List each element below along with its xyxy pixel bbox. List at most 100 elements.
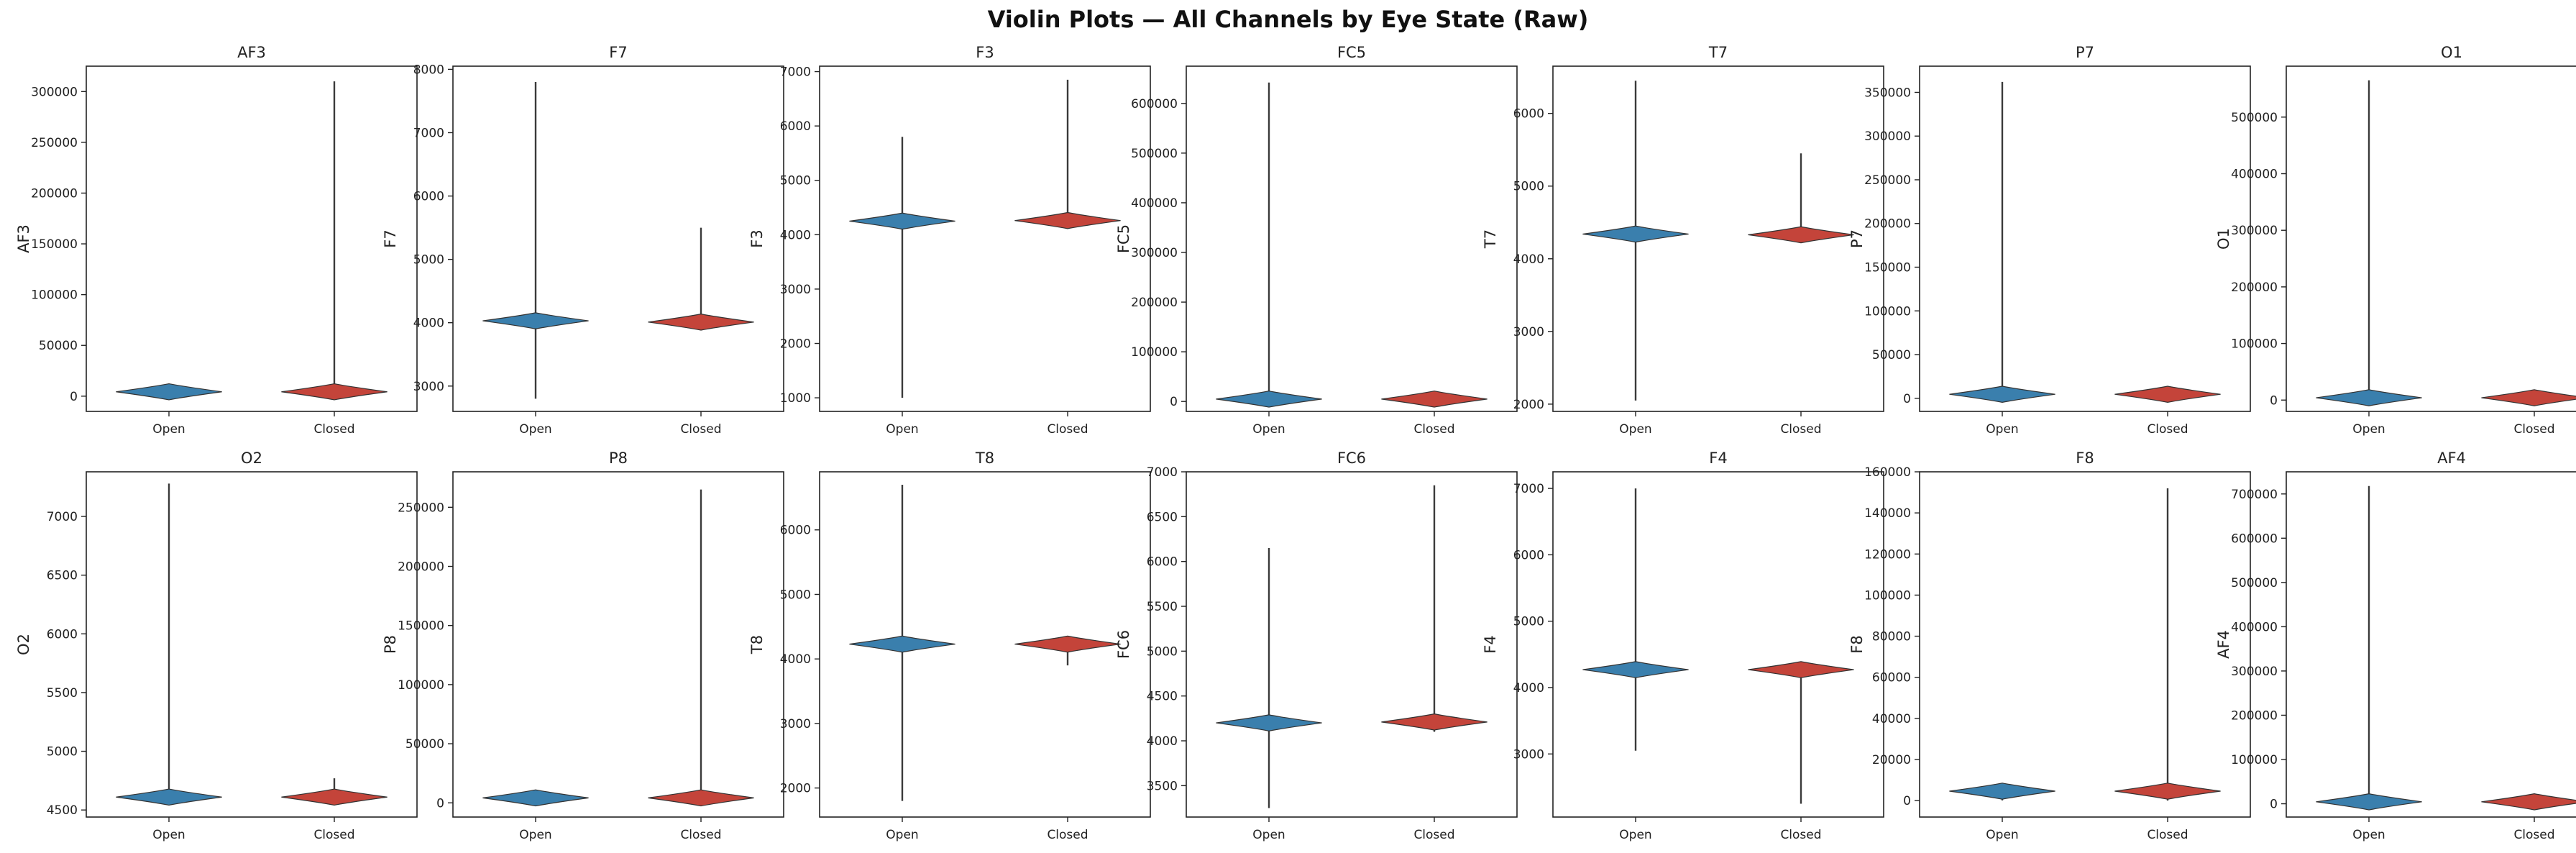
y-tick-label: 4000 (1513, 252, 1544, 267)
y-tick-label: 5000 (1513, 180, 1544, 194)
y-axis-label: P7 (1848, 229, 1866, 248)
y-tick-label: 100000 (1864, 304, 1911, 319)
y-axis-label: P8 (382, 635, 399, 654)
y-axis-label: F4 (1482, 635, 1499, 653)
x-tick-label: Open (1986, 422, 2018, 437)
y-tick-label: 3500 (1147, 779, 1178, 793)
y-tick-label: 20000 (1872, 753, 1911, 767)
violin-closed (2114, 386, 2221, 403)
violin-open (482, 789, 589, 807)
x-tick-label: Open (519, 422, 551, 437)
violin-closed (1014, 211, 1121, 229)
y-tick-label: 50000 (1872, 348, 1911, 362)
axes-frame (1919, 471, 2251, 818)
x-tick-label: Open (1619, 422, 1651, 437)
y-axis-label: FC6 (1115, 630, 1132, 659)
y-axis-label: F8 (1848, 635, 1866, 653)
y-tick-label: 4000 (780, 652, 811, 667)
y-tick-label: 4500 (1147, 690, 1178, 704)
y-tick-label: 140000 (1864, 506, 1911, 521)
y-axis-label: F3 (748, 229, 766, 247)
y-tick-label: 500000 (2231, 111, 2278, 125)
violin-closed (648, 314, 754, 331)
y-tick-label: 200000 (31, 186, 78, 201)
axes-frame (1552, 65, 1884, 412)
y-tick-label: 200000 (2231, 280, 2278, 295)
violin-closed (2481, 793, 2576, 811)
x-tick-label: Open (152, 422, 185, 437)
y-tick-label: 0 (1170, 395, 1178, 409)
y-tick-label: 300000 (1131, 246, 1178, 260)
y-tick-label: 7000 (47, 510, 78, 524)
y-tick-label: 7000 (1147, 465, 1178, 480)
x-tick-label: Closed (313, 422, 354, 437)
y-tick-label: 2000 (780, 782, 811, 796)
violin-closed (1381, 391, 1488, 408)
y-tick-label: 100000 (2231, 337, 2278, 352)
y-tick-label: 6000 (47, 627, 78, 642)
y-axis-label: O1 (2215, 228, 2232, 250)
y-tick-label: 6500 (1147, 510, 1178, 524)
x-tick-label: Closed (1047, 422, 1088, 437)
violin-open (1949, 386, 2055, 403)
y-tick-label: 250000 (1864, 173, 1911, 188)
violin-open (1582, 661, 1689, 678)
y-tick-label: 2000 (780, 337, 811, 352)
y-tick-label: 150000 (398, 619, 444, 634)
y-tick-label: 6000 (1147, 555, 1178, 570)
x-tick-label: Open (886, 422, 918, 437)
x-tick-label: Open (2352, 828, 2385, 842)
x-tick-label: Closed (2147, 422, 2188, 437)
violin-closed (1381, 713, 1488, 731)
y-tick-label: 300000 (31, 85, 78, 99)
y-tick-label: 5000 (780, 174, 811, 188)
panel-p7: P7 P7 0 50000 100000 150000 200000 250000 300000… (1848, 44, 2251, 437)
x-tick-label: Closed (1780, 828, 1821, 842)
panel-af3: AF3 AF3 0 50000 100000 150000 200000 250000 3000… (15, 44, 418, 437)
panel-fc6: FC6 FC6 3500 4000 4500 5000 5500 6000 6500 7000 Op… (1115, 450, 1518, 842)
x-tick-label: Closed (2147, 828, 2188, 842)
y-tick-label: 100000 (1864, 588, 1911, 603)
violin-closed (648, 789, 754, 807)
axes-frame (1186, 65, 1518, 412)
y-tick-label: 120000 (1864, 547, 1911, 562)
y-tick-label: 3000 (780, 283, 811, 297)
y-tick-label: 350000 (1864, 86, 1911, 100)
violin-open (1216, 391, 1322, 408)
axes-frame (819, 471, 1151, 818)
y-tick-label: 3000 (780, 717, 811, 731)
axes-frame (452, 471, 784, 818)
x-tick-label: Open (1252, 828, 1285, 842)
panel-fc5: FC5 FC5 0 100000 200000 300000 400000 500000 600… (1115, 44, 1518, 437)
y-tick-label: 600000 (1131, 97, 1178, 111)
y-tick-label: 200000 (2231, 708, 2278, 723)
y-axis-label: FC5 (1115, 224, 1132, 253)
y-tick-label: 80000 (1872, 630, 1911, 644)
y-tick-label: 150000 (1864, 260, 1911, 275)
violin-open (2316, 793, 2422, 811)
y-tick-label: 4000 (1147, 734, 1178, 749)
y-tick-label: 2000 (1513, 398, 1544, 412)
violin-open (849, 635, 955, 653)
x-tick-label: Closed (680, 422, 721, 437)
y-tick-label: 4000 (413, 316, 444, 331)
x-tick-label: Open (1619, 828, 1651, 842)
y-tick-label: 300000 (2231, 665, 2278, 679)
y-tick-label: 4000 (1513, 681, 1544, 695)
panel-f4: F4 F4 3000 4000 5000 6000 7000 Open Closed (1482, 450, 1884, 842)
y-tick-label: 6000 (780, 119, 811, 134)
y-tick-label: 400000 (2231, 620, 2278, 634)
y-tick-label: 300000 (2231, 224, 2278, 238)
y-tick-label: 40000 (1872, 712, 1911, 726)
panel-p8: P8 P8 0 50000 100000 150000 200000 250000 Open Cl… (382, 450, 784, 842)
y-tick-label: 6000 (413, 190, 444, 204)
x-tick-label: Closed (1413, 828, 1454, 842)
x-tick-label: Open (2352, 422, 2385, 437)
y-tick-label: 500000 (2231, 576, 2278, 590)
y-tick-label: 60000 (1872, 671, 1911, 685)
panel-title: O2 (241, 450, 262, 467)
panel-title: AF3 (237, 44, 266, 61)
y-tick-label: 7000 (413, 126, 444, 140)
y-tick-label: 7000 (1513, 482, 1544, 496)
